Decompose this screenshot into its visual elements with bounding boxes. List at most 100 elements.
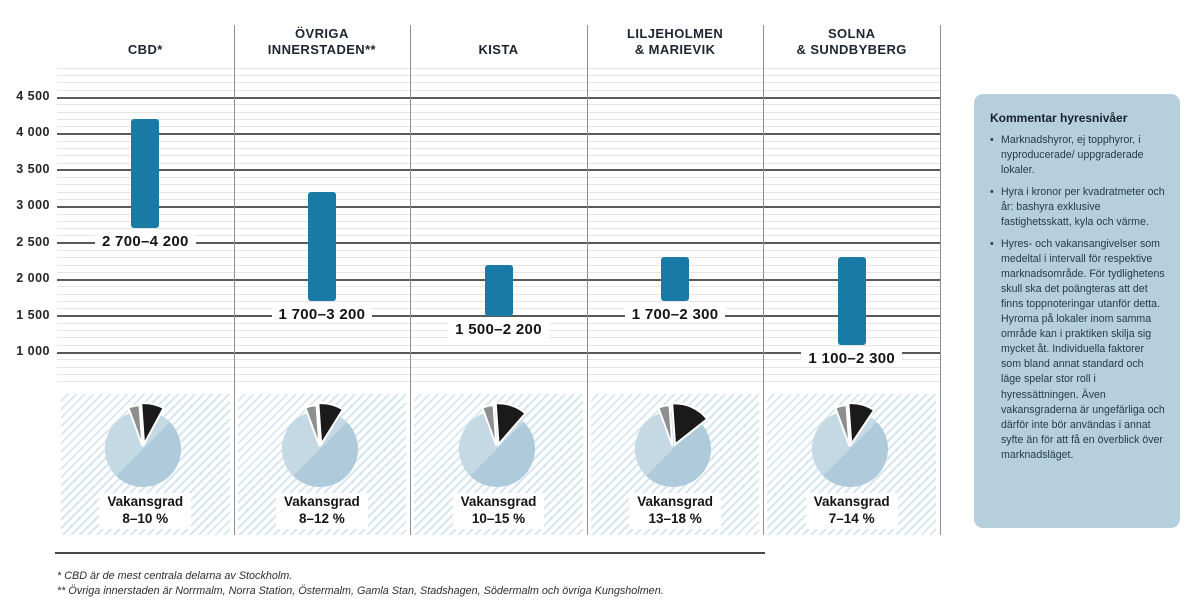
column-header-line: & SUNDBYBERG xyxy=(796,41,907,57)
vacancy-label-title: Vakansgrad xyxy=(107,494,184,509)
gridline-minor xyxy=(57,373,940,375)
column-separator xyxy=(410,25,412,535)
y-axis-tick-label: 2 500 xyxy=(16,234,50,249)
vacancy-label: Vakansgrad 8–10 % xyxy=(57,493,234,529)
column-header-line: LILJEHOLMEN xyxy=(627,25,724,41)
gridline-minor xyxy=(57,359,940,361)
column-header-line: CBD* xyxy=(127,41,163,57)
gridline-minor xyxy=(57,75,940,77)
y-axis-tick-label: 3 000 xyxy=(16,198,50,213)
vacancy-pie-chart xyxy=(105,402,182,487)
rent-range-bar xyxy=(484,264,513,316)
gridline-minor xyxy=(57,184,940,186)
vacancy-label-title: Vakansgrad xyxy=(813,494,890,509)
footnote-innerstaden: ** Övriga innerstaden är Norrmalm, Norra… xyxy=(57,584,664,597)
vacancy-label-range: 8–10 % xyxy=(122,510,169,526)
vacancy-pie-chart xyxy=(458,402,535,487)
y-axis-tick-label: 4 000 xyxy=(16,125,50,140)
column-header-line: SOLNA xyxy=(827,25,876,41)
gridline-major xyxy=(57,205,940,208)
gridline-major xyxy=(57,242,940,245)
comment-bullet: Hyra i kronor per kvadratmeter och år: b… xyxy=(990,185,1165,230)
vacancy-pie xyxy=(804,396,896,499)
vacancy-label-range: 7–14 % xyxy=(828,510,875,526)
vacancy-pie xyxy=(627,396,719,499)
vacancy-label: Vakansgrad 10–15 % xyxy=(410,493,587,529)
vacancy-label-range: 10–15 % xyxy=(471,510,526,526)
gridline-minor xyxy=(57,177,940,179)
gridline-major xyxy=(57,169,940,172)
gridline-minor xyxy=(57,220,940,222)
gridline-major xyxy=(57,96,940,99)
column-separator xyxy=(233,25,235,535)
vacancy-pie-chart xyxy=(281,402,358,487)
gridline-minor xyxy=(57,257,940,259)
footnote-cbd: * CBD är de mest centrala delarna av Sto… xyxy=(57,569,293,582)
gridline-minor xyxy=(57,366,940,368)
column-header-line: INNERSTADEN** xyxy=(267,41,377,57)
column-header: CBD* xyxy=(57,18,234,58)
y-axis-tick-label: 4 500 xyxy=(16,89,50,103)
y-axis-tick-label: 3 500 xyxy=(16,161,50,176)
y-axis-tick-label: 1 500 xyxy=(16,307,50,322)
gridline-minor xyxy=(57,111,940,113)
gridline-minor xyxy=(57,235,940,237)
vacancy-label-range: 8–12 % xyxy=(298,510,345,526)
gridline-minor xyxy=(57,344,940,346)
rent-range-label: 2 700–4 200 xyxy=(47,233,244,251)
column-separator xyxy=(586,25,588,535)
gridline-minor xyxy=(57,155,940,157)
gridline-minor xyxy=(57,228,940,230)
vacancy-label-title: Vakansgrad xyxy=(460,494,537,509)
rent-range-label: 1 500–2 200 xyxy=(400,320,597,339)
column-header: KISTA xyxy=(410,18,587,58)
gridline-minor xyxy=(57,199,940,200)
vacancy-label: Vakansgrad 8–12 % xyxy=(234,493,411,529)
comment-bullet: Hyres- och vakansangivelser som medeltal… xyxy=(990,237,1165,462)
comment-panel: Kommentar hyresnivåer Marknadshyror, ej … xyxy=(974,94,1180,528)
vacancy-pie-chart xyxy=(811,402,888,487)
gridline-major xyxy=(57,132,940,135)
y-axis-tick-label: 1 000 xyxy=(16,344,50,358)
gridline-minor xyxy=(57,104,940,106)
rent-range-bar xyxy=(837,257,866,345)
vacancy-label-title: Vakansgrad xyxy=(283,494,360,509)
gridline-minor xyxy=(57,82,940,84)
rent-range-bar xyxy=(307,191,336,301)
column-header: SOLNA & SUNDBYBERG xyxy=(763,18,940,58)
gridline-minor xyxy=(57,140,940,142)
gridline-minor xyxy=(57,148,940,149)
rent-range-label: 1 700–3 200 xyxy=(224,306,421,324)
rent-range-label: 1 100–2 300 xyxy=(753,349,950,368)
gridline-major xyxy=(57,315,940,318)
column-separator xyxy=(940,25,941,535)
footnote-divider xyxy=(55,552,765,554)
vacancy-pie xyxy=(274,396,366,499)
gridline-minor xyxy=(57,118,940,120)
vacancy-label: Vakansgrad 13–18 % xyxy=(587,493,764,529)
vacancy-label-title: Vakansgrad xyxy=(637,494,713,509)
gridline-minor xyxy=(57,89,940,91)
gridline-minor xyxy=(57,191,940,193)
column-header: LILJEHOLMEN & MARIEVIK xyxy=(587,18,764,58)
vacancy-pie-chart xyxy=(635,402,712,487)
comment-bullet-list: Marknadshyror, ej topphyror, i nyproduce… xyxy=(990,133,1165,463)
comment-bullet: Marknadshyror, ej topphyror, i nyproduce… xyxy=(990,133,1165,178)
rent-range-bar xyxy=(661,257,690,301)
column-separator xyxy=(763,25,765,535)
gridline-minor xyxy=(57,213,940,215)
gridline-minor xyxy=(57,381,940,383)
column-header-line: KISTA xyxy=(478,41,519,57)
rent-range-label: 1 700–2 300 xyxy=(577,306,774,324)
gridline-minor xyxy=(57,337,940,339)
column-header-line: & MARIEVIK xyxy=(634,41,716,57)
column-header-line: ÖVRIGA xyxy=(295,25,349,41)
vacancy-label: Vakansgrad 7–14 % xyxy=(763,493,940,529)
gridline-minor xyxy=(57,126,940,128)
gridline-minor xyxy=(57,162,940,164)
column-header: ÖVRIGA INNERSTADEN** xyxy=(234,18,411,58)
gridline-minor xyxy=(57,67,940,69)
vacancy-pie xyxy=(97,396,189,499)
